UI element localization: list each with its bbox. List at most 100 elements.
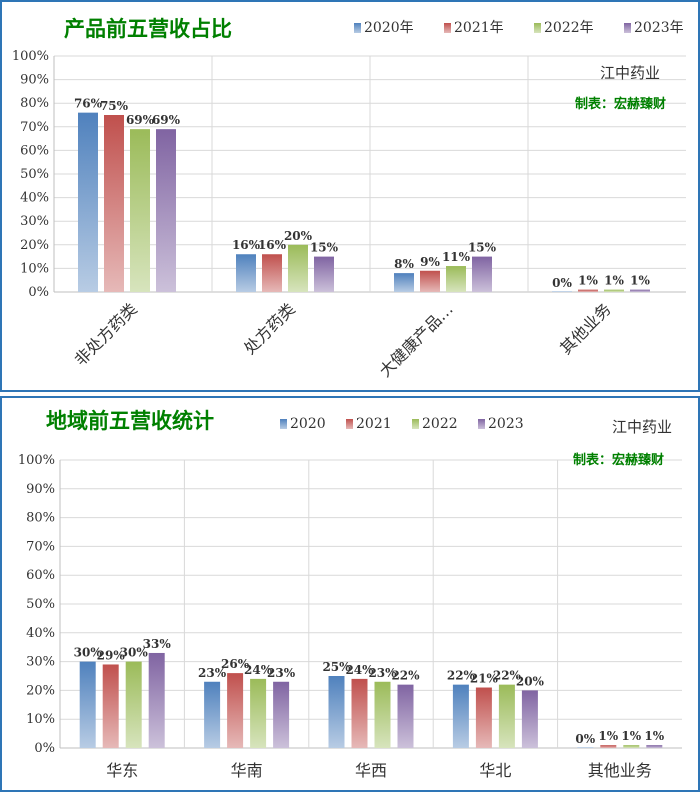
y-tick-label: 100% [12, 49, 49, 64]
bar-处方药类-2022年 [288, 244, 308, 292]
bar-非处方药类-2021年 [104, 115, 124, 292]
data-label: 23% [267, 666, 296, 680]
bar-大健康产品…-2023年 [472, 256, 492, 292]
legend-label-2: 2022年 [544, 20, 594, 36]
chart-title: 产品前五营收占比 [64, 17, 232, 41]
y-tick-label: 100% [18, 453, 55, 468]
chart-panel-products: 产品前五营收占比 2020年 2021年 2022年 2023年 0% 10% 20% 30% 4… [0, 0, 700, 392]
bar-华西-2021 [351, 678, 368, 748]
data-label: 69% [152, 113, 181, 127]
bar-大健康产品…-2020年 [394, 273, 414, 292]
data-label: 20% [284, 229, 313, 243]
legend-swatch-0 [354, 23, 361, 33]
y-tick-label: 40% [20, 191, 49, 206]
legend-swatch-3 [478, 419, 485, 429]
bar-华北-2022 [498, 684, 515, 748]
data-label: 15% [310, 241, 339, 255]
y-tick-label: 30% [26, 655, 55, 670]
y-tick-label: 0% [28, 285, 49, 300]
bar-大健康产品…-2021年 [420, 270, 440, 292]
legend-label-0: 2020年 [364, 20, 414, 36]
bar-其他业务-2022 [623, 745, 640, 748]
chart-regions: 地域前五营收统计 2020 2021 2022 2023 0% 10% 20% 30% 40% 50… [18, 409, 682, 780]
maker-credit: 制表：宏赫臻财 [573, 452, 664, 468]
bar-其他业务-2023 [646, 745, 663, 748]
y-tick-label: 80% [26, 511, 55, 526]
y-tick-label: 90% [20, 73, 49, 88]
data-label: 30% [120, 646, 149, 660]
bar-非处方药类-2023年 [156, 129, 176, 292]
data-label: 1% [598, 729, 618, 743]
y-tick-label: 90% [26, 482, 55, 497]
category-label: 其他业务 [556, 299, 615, 358]
data-label: 16% [258, 238, 287, 252]
legend-label-3: 2023 [488, 416, 524, 432]
data-label: 16% [232, 238, 261, 252]
data-label: 22% [447, 669, 476, 683]
category-label: 华北 [479, 761, 511, 780]
data-label: 15% [468, 241, 497, 255]
data-label: 24% [244, 663, 273, 677]
data-label: 29% [97, 648, 126, 662]
bar-其他业务-2020年 [552, 291, 572, 292]
y-tick-label: 10% [26, 712, 55, 727]
bar-华东-2021 [102, 664, 119, 748]
data-label: 33% [143, 637, 172, 651]
y-tick-label: 40% [26, 626, 55, 641]
data-label: 1% [578, 274, 598, 288]
data-label: 69% [126, 113, 155, 127]
category-label: 其他业务 [588, 761, 652, 780]
chart-title: 地域前五营收统计 [46, 409, 214, 433]
bar-华西-2023 [397, 684, 414, 748]
legend-label-3: 2023年 [634, 20, 684, 36]
bar-处方药类-2023年 [314, 256, 334, 292]
y-tick-label: 10% [20, 261, 49, 276]
bar-华东-2022 [125, 661, 142, 748]
y-tick-label: 70% [26, 539, 55, 554]
data-label: 23% [198, 666, 227, 680]
legend-swatch-2 [534, 23, 541, 33]
data-label: 22% [493, 669, 522, 683]
data-label: 1% [630, 274, 650, 288]
data-label: 8% [394, 257, 414, 271]
bar-华西-2020 [328, 676, 345, 748]
y-tick-label: 80% [20, 96, 49, 111]
data-label: 1% [604, 274, 624, 288]
chart-products: 产品前五营收占比 2020年 2021年 2022年 2023年 0% 10% 20% 30% 4… [12, 17, 686, 381]
bar-华西-2022 [374, 681, 391, 748]
data-label: 1% [644, 729, 664, 743]
bar-华南-2021 [227, 673, 244, 748]
bar-华南-2022 [250, 678, 267, 748]
maker-credit: 制表：宏赫臻财 [575, 96, 666, 112]
data-label: 23% [368, 666, 397, 680]
bar-大健康产品…-2022年 [446, 266, 466, 292]
data-label: 11% [442, 250, 471, 264]
data-label: 1% [621, 729, 641, 743]
bar-华南-2020 [204, 681, 221, 748]
data-label: 20% [516, 674, 545, 688]
data-label: 24% [345, 663, 374, 677]
y-tick-label: 60% [20, 143, 49, 158]
y-tick-label: 20% [20, 238, 49, 253]
bar-其他业务-2020 [577, 747, 594, 748]
y-tick-label: 50% [26, 597, 55, 612]
legend-label-0: 2020 [290, 416, 326, 432]
bar-非处方药类-2020年 [78, 112, 98, 292]
bar-华北-2023 [521, 690, 538, 748]
bar-处方药类-2020年 [236, 254, 256, 292]
y-tick-label: 50% [20, 167, 49, 182]
data-label: 0% [552, 276, 572, 290]
category-label: 华南 [231, 761, 263, 780]
data-label: 76% [74, 97, 103, 111]
y-tick-label: 0% [34, 741, 55, 756]
category-label: 处方药类 [240, 299, 299, 358]
y-tick-label: 70% [20, 120, 49, 135]
legend-swatch-3 [624, 23, 631, 33]
bar-华东-2023 [148, 652, 165, 748]
data-label: 26% [221, 657, 250, 671]
legend-swatch-2 [412, 419, 419, 429]
category-label: 华东 [106, 761, 138, 780]
bar-非处方药类-2022年 [130, 129, 150, 292]
legend-label-2: 2022 [422, 416, 458, 432]
bar-其他业务-2023年 [630, 289, 650, 292]
